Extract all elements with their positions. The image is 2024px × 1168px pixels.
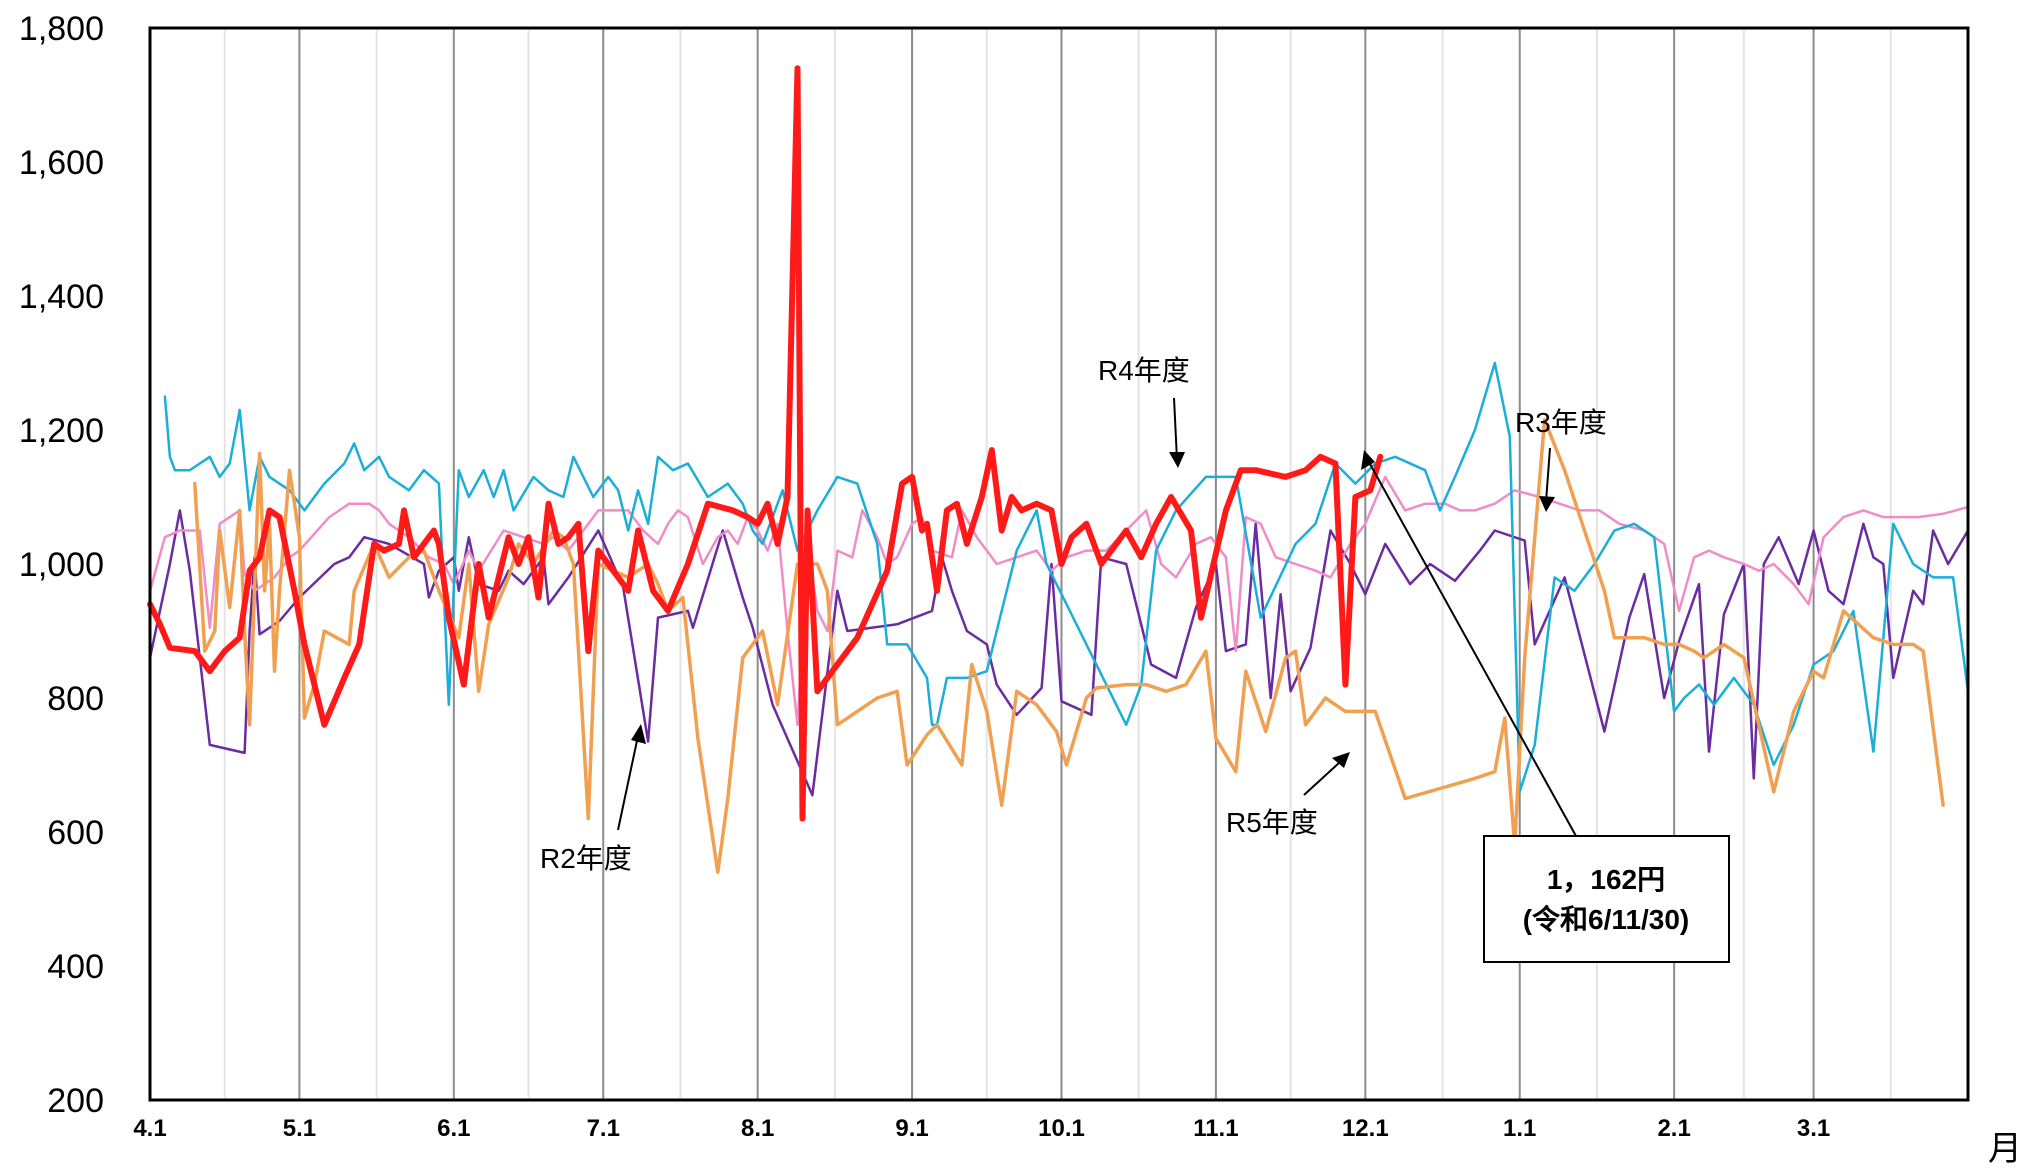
- arrow-r5-head: [1332, 752, 1350, 768]
- x-tick-label: 2.1: [1657, 1115, 1690, 1142]
- series-line-r6: [147, 65, 1384, 822]
- series-lines: [147, 65, 1970, 874]
- x-axis: 4.1 5.1 6.1 7.1 8.1 9.1 10.1 11.1 12.1 1.1 2.1 3.1: [133, 1115, 1830, 1142]
- callout-leader-head: [1361, 450, 1375, 470]
- arrow-r4: [1173, 397, 1178, 461]
- x-tick-label: 6.1: [437, 1115, 470, 1142]
- arrow-r3-head: [1539, 496, 1555, 512]
- x-unit-label: 月: [1988, 1130, 2022, 1168]
- arrow-r4-head: [1169, 452, 1185, 468]
- x-tick-label: 4.1: [133, 1115, 166, 1142]
- arrow-r5: [1303, 761, 1341, 796]
- y-tick-label: 1,000: [19, 546, 104, 584]
- y-tick-label: 1,200: [19, 412, 104, 450]
- y-tick-label: 600: [47, 814, 104, 852]
- x-tick-label: 5.1: [283, 1115, 316, 1142]
- callout-box: [1483, 835, 1730, 963]
- arrow-r2-head: [631, 724, 646, 744]
- label-r3: R3年度: [1515, 407, 1607, 438]
- y-tick-label: 1,400: [19, 278, 104, 316]
- label-r5: R5年度: [1226, 807, 1318, 838]
- y-tick-label: 800: [47, 680, 104, 718]
- series-line-r5: [193, 418, 1945, 874]
- x-tick-label: 7.1: [587, 1115, 620, 1142]
- x-tick-label: 3.1: [1797, 1115, 1830, 1142]
- x-tick-label: 12.1: [1342, 1115, 1389, 1142]
- x-tick-label: 11.1: [1193, 1115, 1238, 1142]
- y-tick-label: 200: [47, 1082, 104, 1120]
- callout-date: (令和6/11/30): [1523, 903, 1690, 935]
- x-tick-label: 10.1: [1038, 1115, 1085, 1142]
- arrow-r3: [1545, 447, 1551, 503]
- y-tick-label: 1,600: [19, 144, 104, 182]
- plot-border: [148, 26, 1970, 1102]
- y-tick-label: 400: [47, 948, 104, 986]
- callout-leader: [1369, 463, 1577, 837]
- y-axis: 200 400 600 800 1,000 1,200 1,400 1,600 1,800: [19, 10, 104, 1120]
- label-r4: R4年度: [1098, 355, 1190, 386]
- x-tick-label: 8.1: [741, 1115, 774, 1142]
- series-line-r4: [163, 361, 1970, 794]
- y-tick-label: 1,800: [19, 10, 104, 48]
- arrow-r2: [617, 735, 639, 831]
- annotations: R4年度 R3年度 R2年度 R5年度 1，162円 (令和6/11/30): [540, 355, 1730, 963]
- x-tick-label: 1.1: [1503, 1115, 1536, 1142]
- label-r2: R2年度: [540, 843, 632, 874]
- series-line-r2: [148, 509, 1970, 797]
- callout-value: 1，162円: [1547, 864, 1665, 895]
- x-tick-label: 9.1: [895, 1115, 928, 1142]
